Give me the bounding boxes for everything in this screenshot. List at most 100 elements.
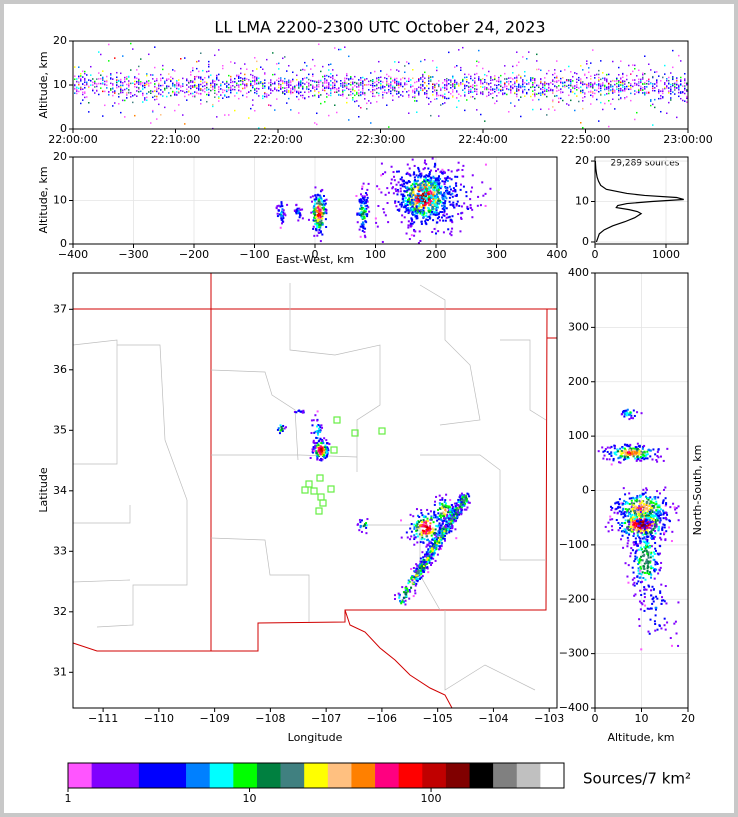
density-cell [638,88,640,91]
density-cell [206,70,208,73]
density-cell [642,82,644,85]
density-cell [398,81,400,83]
density-cell [664,83,666,86]
density-cell [336,80,338,83]
x-tick-label: 200 [426,248,447,261]
density-cell [430,200,433,203]
density-cell [417,526,420,529]
density-cell [350,84,352,86]
density-cell [414,230,417,233]
density-cell [397,170,400,173]
density-cell [434,200,437,203]
density-cell [452,201,455,204]
x-tick-label: −103 [534,712,564,725]
density-cell [457,168,460,171]
density-cell [326,96,328,98]
density-cell [124,80,126,83]
density-cell [230,81,232,84]
density-cell [148,80,150,82]
density-cell [188,93,190,96]
density-cell [154,98,156,101]
density-cell [390,165,393,168]
density-cell [242,80,244,83]
density-cell [392,171,395,174]
density-cell [420,182,423,185]
density-cell [614,80,616,82]
density-cell [402,179,405,182]
density-cell [80,77,82,80]
density-cell [415,526,418,529]
density-cell [616,86,618,88]
density-cell [320,79,322,82]
density-cell [468,92,470,94]
density-cell [186,88,188,91]
density-cell [226,80,228,83]
density-cell [288,91,290,93]
density-cell [442,96,444,99]
density-cell [658,97,660,100]
density-cell [426,180,429,183]
density-cell [226,82,228,84]
density-cell [554,76,556,79]
density-cell [494,88,496,91]
density-cell [419,173,422,176]
density-cell [196,85,198,87]
density-cell [334,82,336,85]
density-cell [332,87,334,90]
x-tick-label: −105 [423,712,453,725]
density-cell [318,206,321,209]
density-cell [410,192,413,195]
density-cell [206,89,208,91]
density-cell [434,528,437,531]
density-cell [544,90,546,92]
density-cell [382,87,384,90]
density-cell [444,84,446,86]
density-cell [202,89,204,91]
density-cell [422,541,425,544]
y-tick-label: −300 [559,647,589,660]
density-cell [436,82,438,85]
density-cell [588,86,590,88]
density-cell [576,89,578,91]
density-cell [294,90,296,92]
density-cell [418,199,421,202]
density-cell [546,82,548,85]
density-cell [394,82,396,84]
density-cell [134,93,136,96]
density-cell [276,89,278,91]
density-cell [634,90,636,92]
density-cell [96,85,98,88]
density-cell [652,89,654,92]
density-cell [156,90,158,93]
density-cell [156,118,158,120]
density-cell [420,210,423,213]
density-cell [474,85,476,87]
density-cell [316,123,318,126]
density-cell [558,89,560,92]
density-cell [426,519,429,522]
density-cell [252,80,254,82]
density-cell [317,447,320,450]
density-cell [266,96,268,99]
density-cell [466,205,469,208]
density-cell [408,94,410,96]
density-cell [218,100,220,102]
density-cell [449,188,452,191]
density-cell [166,95,168,98]
density-cell [433,513,436,516]
density-cell [436,181,439,184]
density-cell [514,85,516,88]
density-cell [142,88,144,90]
density-cell [654,83,656,85]
density-cell [256,68,258,70]
density-cell [314,94,316,97]
density-cell [642,72,644,75]
density-cell [680,97,682,100]
density-cell [132,82,134,85]
density-cell [288,81,290,83]
density-cell [154,46,156,48]
density-cell [295,209,298,212]
density-cell [282,211,285,214]
density-cell [490,76,492,78]
density-cell [443,537,446,540]
